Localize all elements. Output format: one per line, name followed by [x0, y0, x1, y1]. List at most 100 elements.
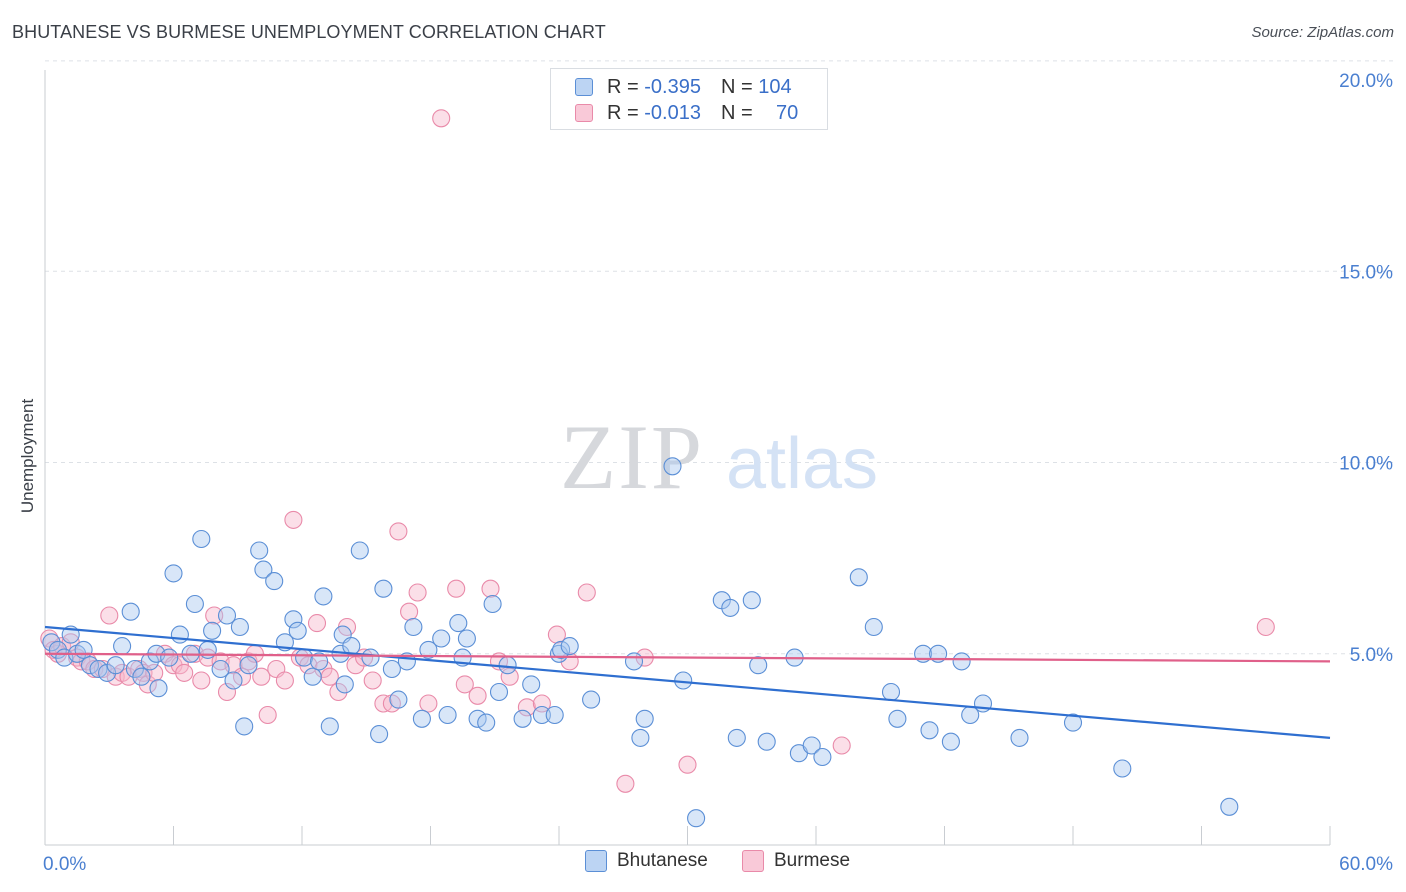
bhutanese-point: [1113, 759, 1132, 778]
bhutanese-point: [920, 721, 939, 740]
bhutanese-point: [624, 652, 644, 671]
y-tick-label: 5.0%: [1350, 645, 1393, 666]
bhutanese-point: [532, 705, 551, 725]
burmese-point: [284, 510, 303, 529]
bhutanese-point: [370, 725, 389, 744]
bhutanese-point: [389, 690, 408, 709]
bhutanese-point: [284, 610, 303, 629]
bhutanese-point: [192, 529, 211, 549]
legend-row-bhutanese: R = -0.395 N = 104: [575, 74, 792, 100]
burmese-point: [258, 705, 277, 725]
legend-swatch-pink: [742, 850, 764, 872]
legend-item-bhutanese[interactable]: Bhutanese: [585, 850, 708, 872]
legend-swatch-pink: [575, 104, 593, 122]
bhutanese-point: [663, 457, 682, 476]
burmese-point: [455, 675, 474, 694]
legend-label-burmese: Burmese: [774, 850, 851, 871]
bhutanese-point: [211, 659, 230, 679]
bhutanese-point: [952, 652, 971, 671]
axes: [44, 70, 1331, 846]
bhutanese-point: [374, 579, 393, 598]
bhutanese-point: [132, 667, 151, 686]
bhutanese-point: [217, 606, 237, 625]
bhutanese-point: [419, 640, 438, 659]
bhutanese-point: [1010, 728, 1029, 747]
bhutanese-point: [449, 614, 468, 633]
bhutanese-point: [185, 594, 204, 614]
burmese-point: [447, 579, 466, 598]
bhutanese-point: [864, 617, 883, 637]
bhutanese-point: [382, 659, 401, 679]
bhutanese-point: [250, 541, 269, 560]
bhutanese-point: [254, 560, 273, 579]
bhutanese-point: [687, 809, 706, 828]
bhutanese-point: [1063, 713, 1083, 732]
bhutanese-point: [1220, 797, 1239, 816]
bhutanese-point: [560, 637, 579, 656]
bhutanese-point: [849, 568, 868, 587]
correlation-legend: R = -0.395 N = 104 R = -0.013 N = 70: [550, 68, 828, 130]
legend-item-burmese[interactable]: Burmese: [742, 850, 850, 872]
legend-swatch-blue: [575, 78, 593, 96]
bhutanese-point: [295, 648, 314, 667]
bhutanese-point: [265, 572, 284, 591]
bhutanese-point: [164, 564, 183, 583]
bhutanese-point: [361, 648, 380, 667]
bhutanese-point: [140, 652, 159, 671]
bhutanese-point: [477, 713, 496, 732]
burmese-point: [408, 583, 427, 602]
burmese-point: [329, 682, 348, 702]
burmese-point: [419, 694, 438, 713]
bhutanese-point: [513, 709, 532, 728]
bhutanese-point: [224, 671, 243, 690]
bhutanese-point: [350, 541, 369, 560]
burmese-point: [252, 667, 271, 686]
bhutanese-point: [438, 705, 457, 725]
bhutanese-point: [522, 675, 541, 694]
bhutanese-point: [125, 659, 144, 679]
burmese-point: [500, 667, 519, 686]
legend-n-value: 70: [775, 101, 799, 124]
y-tick-label: 15.0%: [1339, 262, 1393, 283]
legend-r-label: R =: [607, 75, 639, 98]
bhutanese-point: [235, 717, 254, 736]
burmese-trend-line: [44, 652, 1331, 663]
burmese-point: [232, 667, 252, 686]
legend-n-label: N =: [720, 75, 753, 98]
bhutanese-point: [121, 602, 140, 621]
bhutanese-point: [412, 709, 431, 728]
burmese-point: [275, 671, 294, 690]
bhutanese-point: [310, 652, 329, 671]
trend-lines: [44, 625, 1331, 739]
legend-swatch-blue: [585, 850, 607, 872]
bhutanese-point: [545, 705, 564, 725]
y-tick-label: 20.0%: [1339, 71, 1393, 92]
burmese-point: [363, 671, 382, 690]
source-label: Source: ZipAtlas.com: [1251, 24, 1394, 41]
burmese-point: [100, 606, 119, 625]
bhutanese-point: [721, 598, 740, 617]
bhutanese-point: [727, 728, 746, 747]
burmese-point: [832, 736, 851, 755]
bhutanese-point: [106, 656, 125, 675]
legend-r-value: -0.395: [644, 75, 701, 98]
bhutanese-point: [230, 617, 249, 637]
bhutanese-point: [749, 656, 768, 675]
bhutanese-point: [468, 709, 487, 728]
burmese-point: [217, 682, 237, 702]
burmese-point: [307, 614, 327, 633]
burmese-point: [616, 774, 635, 793]
bhutanese-point: [113, 637, 132, 656]
legend-row-burmese: R = -0.013 N = 70: [575, 100, 798, 126]
burmese-point: [432, 109, 451, 128]
burmese-point: [175, 663, 194, 682]
burmese-point: [481, 579, 500, 598]
grid-lines: [45, 60, 1393, 655]
bhutanese-point: [757, 732, 776, 751]
bhutanese-point: [813, 747, 832, 767]
bhutanese-point: [881, 682, 901, 702]
legend-r-label: R =: [607, 101, 639, 124]
burmese-point: [192, 671, 211, 690]
bhutanese-point: [631, 728, 650, 747]
bhutanese-point: [314, 587, 333, 606]
